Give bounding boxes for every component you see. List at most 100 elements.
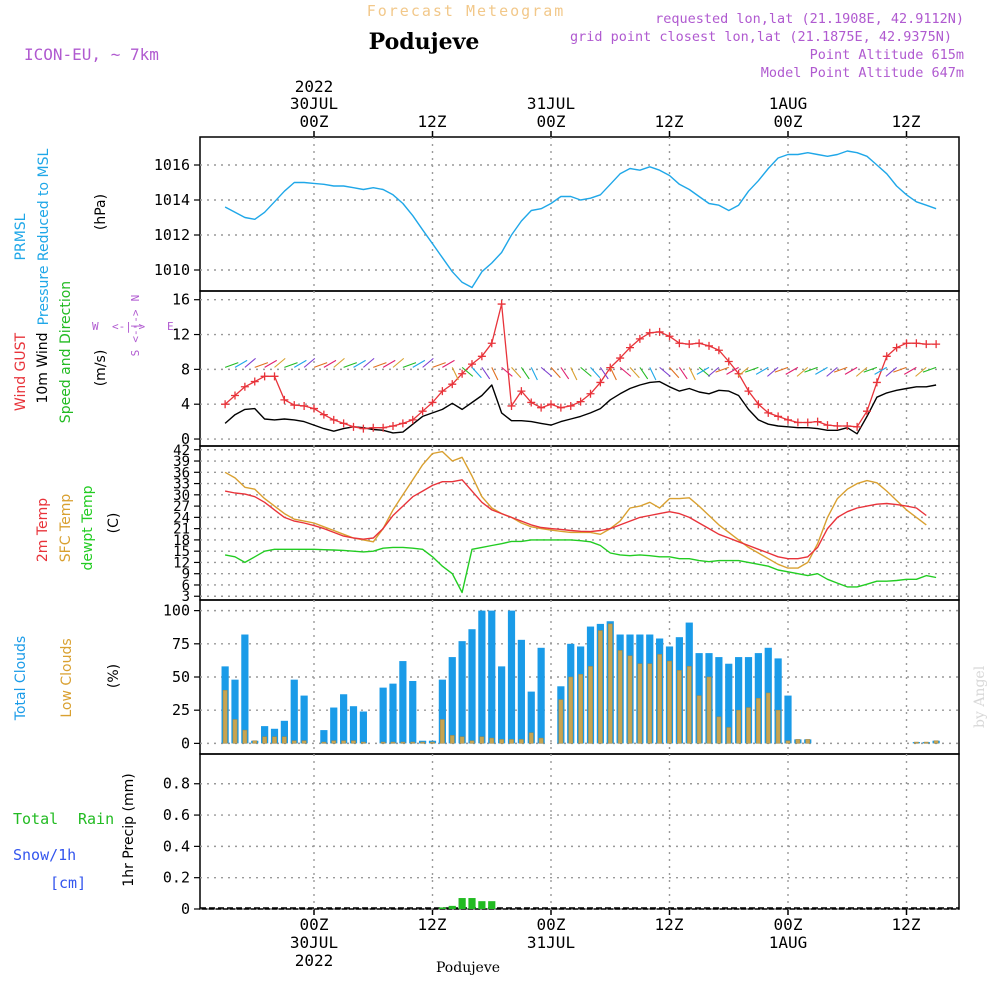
wind-direction-arrow: [745, 366, 759, 373]
wind-direction-arrow: [254, 362, 269, 368]
gust-marker: [616, 354, 625, 363]
gust-marker: [754, 400, 763, 409]
gust-marker: [922, 340, 931, 349]
wind-direction-arrow: [580, 366, 592, 377]
rain-label: Rain: [78, 810, 114, 828]
low-cloud-bar: [805, 739, 811, 744]
compass-w: W: [92, 320, 99, 333]
y-tick-label: 6: [182, 578, 190, 594]
wind-direction-arrow: [570, 367, 578, 381]
total-cloud-bar: [241, 634, 249, 744]
total-cloud-bar: [231, 679, 239, 744]
pressure-label: Pressure Reduced to MSL: [36, 148, 52, 325]
low-cloud-bar: [242, 729, 248, 744]
total-cloud-bar: [774, 658, 782, 744]
wind-direction-arrow: [451, 367, 459, 381]
bottom-year-label: 2022: [295, 951, 334, 970]
wind-direction-arrow: [422, 357, 434, 368]
wind-direction-arrow: [669, 367, 680, 379]
low-cloud-bar: [667, 660, 672, 744]
gust-marker: [714, 346, 723, 355]
gust-marker: [744, 387, 753, 396]
total-cloud-bar: [537, 647, 545, 744]
wind-direction-arrow: [804, 366, 818, 373]
gust-marker: [675, 339, 684, 348]
gust-marker: [872, 378, 881, 387]
gust-marker: [448, 380, 457, 389]
gust-marker: [547, 400, 555, 409]
wind-direction-arrow: [481, 367, 491, 380]
low-clouds-label: Low Clouds: [59, 638, 75, 717]
gust-marker: [438, 387, 447, 396]
wind-direction-arrow: [560, 367, 570, 380]
top-year-label: 2022: [295, 77, 334, 96]
y-tick-label: 0: [181, 430, 190, 448]
y-tick-label: 0: [181, 900, 190, 918]
wind-direction-arrow: [885, 366, 897, 377]
gust-marker: [892, 343, 901, 352]
total-cloud-bar: [290, 679, 298, 744]
wind-direction-arrow: [874, 366, 888, 375]
y-tick-label: 16: [172, 291, 190, 309]
wind-direction-arrow: [688, 367, 696, 381]
y-tick-label: 4: [181, 395, 190, 413]
bottom-date-label: 30JUL: [290, 933, 338, 952]
wind-direction-arrow: [629, 367, 640, 379]
wind-direction-arrow: [432, 362, 446, 368]
wind-direction-arrow: [590, 367, 601, 379]
gust-marker: [695, 339, 704, 348]
wind-direction-arrow: [833, 366, 848, 373]
gust-marker: [833, 421, 842, 430]
total-cloud-bar: [488, 610, 496, 744]
low-cloud-bar: [390, 741, 396, 744]
top-time-axis: 2022 30JUL 00Z 12Z 31JUL 00Z 12Z 1AUG 00…: [290, 77, 921, 131]
gust-marker: [418, 407, 427, 416]
gust-marker: [813, 417, 822, 426]
wind-direction-arrow: [893, 366, 907, 373]
low-cloud-bar: [301, 740, 307, 744]
gust-marker: [260, 372, 269, 381]
wind-direction-arrow: [844, 366, 858, 375]
low-cloud-bar: [746, 707, 751, 744]
footer-location: Podujeve: [436, 960, 500, 976]
low-cloud-bar: [321, 741, 327, 744]
gust-label: Wind GUST: [13, 332, 29, 411]
gust-marker: [319, 410, 328, 419]
gust-marker: [497, 300, 506, 309]
temp-unit: (C): [106, 513, 122, 534]
wind-direction-arrow: [471, 367, 482, 379]
y-tick-label: 12: [173, 555, 190, 571]
wind-direction-arrow: [461, 366, 474, 377]
low-cloud-bar: [380, 741, 386, 744]
total-cloud-bar: [270, 728, 279, 744]
low-cloud-bar: [509, 739, 514, 744]
total-cloud-bar: [715, 657, 723, 744]
rain-bar: [438, 907, 446, 909]
t2m-line: [224, 479, 927, 560]
model-label: ICON-EU, ~ 7km: [24, 45, 159, 64]
gust-marker: [359, 424, 368, 433]
top-date-label: 1AUG: [769, 94, 808, 113]
low-cloud-bar: [677, 670, 682, 744]
wind-direction-arrow: [392, 357, 405, 368]
gust-marker: [882, 352, 891, 361]
wind-direction-arrow: [224, 362, 239, 368]
t2m-label: 2m Temp: [35, 498, 51, 562]
wind-direction-arrow: [796, 366, 809, 377]
gust-marker: [724, 357, 733, 366]
dewpoint-line: [224, 539, 937, 594]
gust-marker: [231, 391, 239, 400]
top-hour-label: 12Z: [655, 112, 684, 131]
pressure-panel-labels: PRMSL Pressure Reduced to MSL (hPa): [13, 148, 109, 325]
gust-marker: [507, 401, 516, 410]
gust-marker: [349, 422, 358, 431]
total-cloud-bar: [458, 641, 466, 744]
bottom-hour-label: 12Z: [892, 915, 921, 934]
gust-marker: [250, 377, 259, 386]
top-hour-label: 00Z: [537, 112, 566, 131]
gust-marker: [458, 369, 467, 378]
location-title: Podujeve: [369, 29, 480, 55]
y-tick-label: 0: [181, 734, 190, 752]
low-cloud-bar: [440, 719, 445, 744]
wind-direction-arrow: [343, 362, 357, 368]
